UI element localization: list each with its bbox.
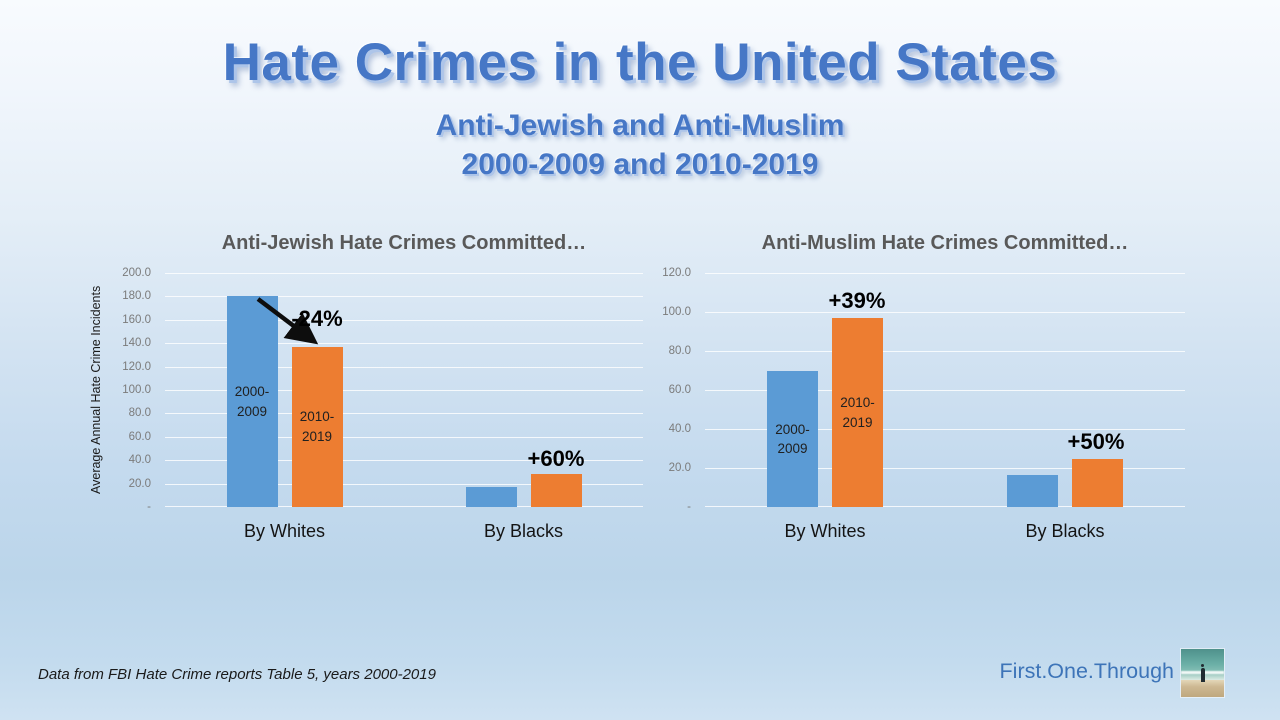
- chart-title: Anti-Muslim Hate Crimes Committed…: [761, 232, 1129, 254]
- slide-title: Hate Crimes in the United States: [222, 33, 1058, 92]
- brand-logo-image: [1181, 649, 1224, 697]
- y-tick-label: 200.0: [122, 267, 151, 279]
- y-axis-ticks: 120.0 100.0 80.0 60.0 40.0 20.0 -: [648, 267, 698, 513]
- bar-2010-2019-by-blacks: [530, 474, 582, 507]
- gridline: [165, 296, 643, 297]
- gridline: [165, 343, 643, 344]
- decline-arrow-icon: [256, 297, 319, 345]
- gridline: [705, 390, 1185, 391]
- bar-group-by-blacks: [945, 273, 1185, 507]
- slide-subtitle-groups: Anti-Jewish and Anti-Muslim: [435, 109, 845, 142]
- bar-group-by-whites: 2000- 2009 2010- 2019: [705, 273, 945, 507]
- bar-2000-2009-by-whites: 2000- 2009: [226, 296, 278, 507]
- x-axis-labels: By Whites By Blacks: [165, 521, 643, 542]
- chart-anti-jewish: Anti-Jewish Hate Crimes Committed… Avera…: [85, 232, 647, 554]
- plot-area: 2000- 2009 2010- 2019 -24% +60%: [165, 273, 643, 507]
- chart-title: Anti-Jewish Hate Crimes Committed…: [221, 232, 587, 254]
- gridline: [165, 273, 643, 274]
- logo-person-figure: [1200, 664, 1205, 683]
- gridline: [705, 351, 1185, 352]
- x-axis-labels: By Whites By Blacks: [705, 521, 1185, 542]
- y-tick-label: 160.0: [122, 314, 151, 326]
- bar-group-by-blacks: [404, 273, 643, 507]
- gridline: [705, 273, 1185, 274]
- bar-2010-2019-by-blacks: [1072, 459, 1123, 507]
- gridline: [165, 320, 643, 321]
- y-tick-label: 140.0: [122, 337, 151, 349]
- y-tick-label: 120.0: [662, 267, 691, 279]
- category-label-by-whites: By Whites: [243, 521, 326, 541]
- bar-series-label: 2010- 2019: [299, 409, 335, 444]
- category-label-by-whites: By Whites: [784, 521, 866, 541]
- brand-name: First.One.Through: [999, 659, 1174, 683]
- y-tick-label: -: [687, 501, 691, 513]
- gridlines: [705, 273, 1185, 507]
- gridline: [705, 429, 1185, 430]
- y-tick-label: 100.0: [662, 306, 691, 318]
- bar-2010-2019-by-whites: 2010- 2019: [291, 346, 343, 507]
- bar-2010-2019-by-whites: 2010- 2019: [832, 318, 883, 507]
- y-axis-ticks: 200.0 180.0 160.0 140.0 120.0 100.0 80.0 60.0 40…: [85, 267, 158, 513]
- bar-2000-2009-by-blacks: [465, 486, 517, 507]
- gridlines: [165, 273, 643, 507]
- y-tick-label: 80.0: [668, 345, 691, 357]
- gridline: [705, 468, 1185, 469]
- y-tick-label: 40.0: [668, 423, 691, 435]
- y-tick-label: 20.0: [668, 462, 691, 474]
- y-tick-label: 60.0: [128, 431, 151, 443]
- plot-area: 2000- 2009 2010- 2019 +39% +50%: [705, 273, 1185, 507]
- logo-sand: [1181, 679, 1224, 697]
- gridline: [165, 390, 643, 391]
- source-footnote: Data from FBI Hate Crime reports Table 5…: [38, 666, 436, 683]
- bar-group-by-whites: 2000- 2009 2010- 2019: [165, 273, 404, 507]
- category-label-by-blacks: By Blacks: [1025, 521, 1105, 541]
- y-tick-label: 80.0: [128, 407, 151, 419]
- bar-series-label: 2010- 2019: [840, 395, 875, 430]
- bar-series-label: 2000- 2009: [234, 384, 270, 419]
- gridline: [165, 413, 643, 414]
- y-tick-label: 40.0: [128, 454, 151, 466]
- y-tick-label: 180.0: [122, 290, 151, 302]
- y-tick-label: 60.0: [668, 384, 691, 396]
- gridline: [165, 484, 643, 485]
- bar-series-label: 2000- 2009: [775, 421, 810, 457]
- y-tick-label: -: [147, 501, 151, 513]
- bar-groups: 2000- 2009 2010- 2019: [165, 273, 643, 507]
- y-tick-label: 100.0: [122, 384, 151, 396]
- y-tick-label: 120.0: [122, 361, 151, 373]
- gridline: [165, 460, 643, 461]
- category-label-by-blacks: By Blacks: [483, 521, 564, 541]
- y-tick-label: 20.0: [128, 478, 151, 490]
- gridline: [165, 367, 643, 368]
- bar-groups: 2000- 2009 2010- 2019: [705, 273, 1185, 507]
- gridline: [165, 506, 643, 507]
- bar-2000-2009-by-blacks: [1007, 475, 1058, 507]
- slide-subtitle-years: 2000-2009 and 2010-2019: [461, 148, 819, 181]
- gridline: [705, 312, 1185, 313]
- chart-anti-muslim: Anti-Muslim Hate Crimes Committed… 120.0…: [648, 232, 1210, 554]
- bar-2000-2009-by-whites: 2000- 2009: [767, 371, 818, 507]
- gridline: [165, 437, 643, 438]
- gridline: [705, 506, 1185, 507]
